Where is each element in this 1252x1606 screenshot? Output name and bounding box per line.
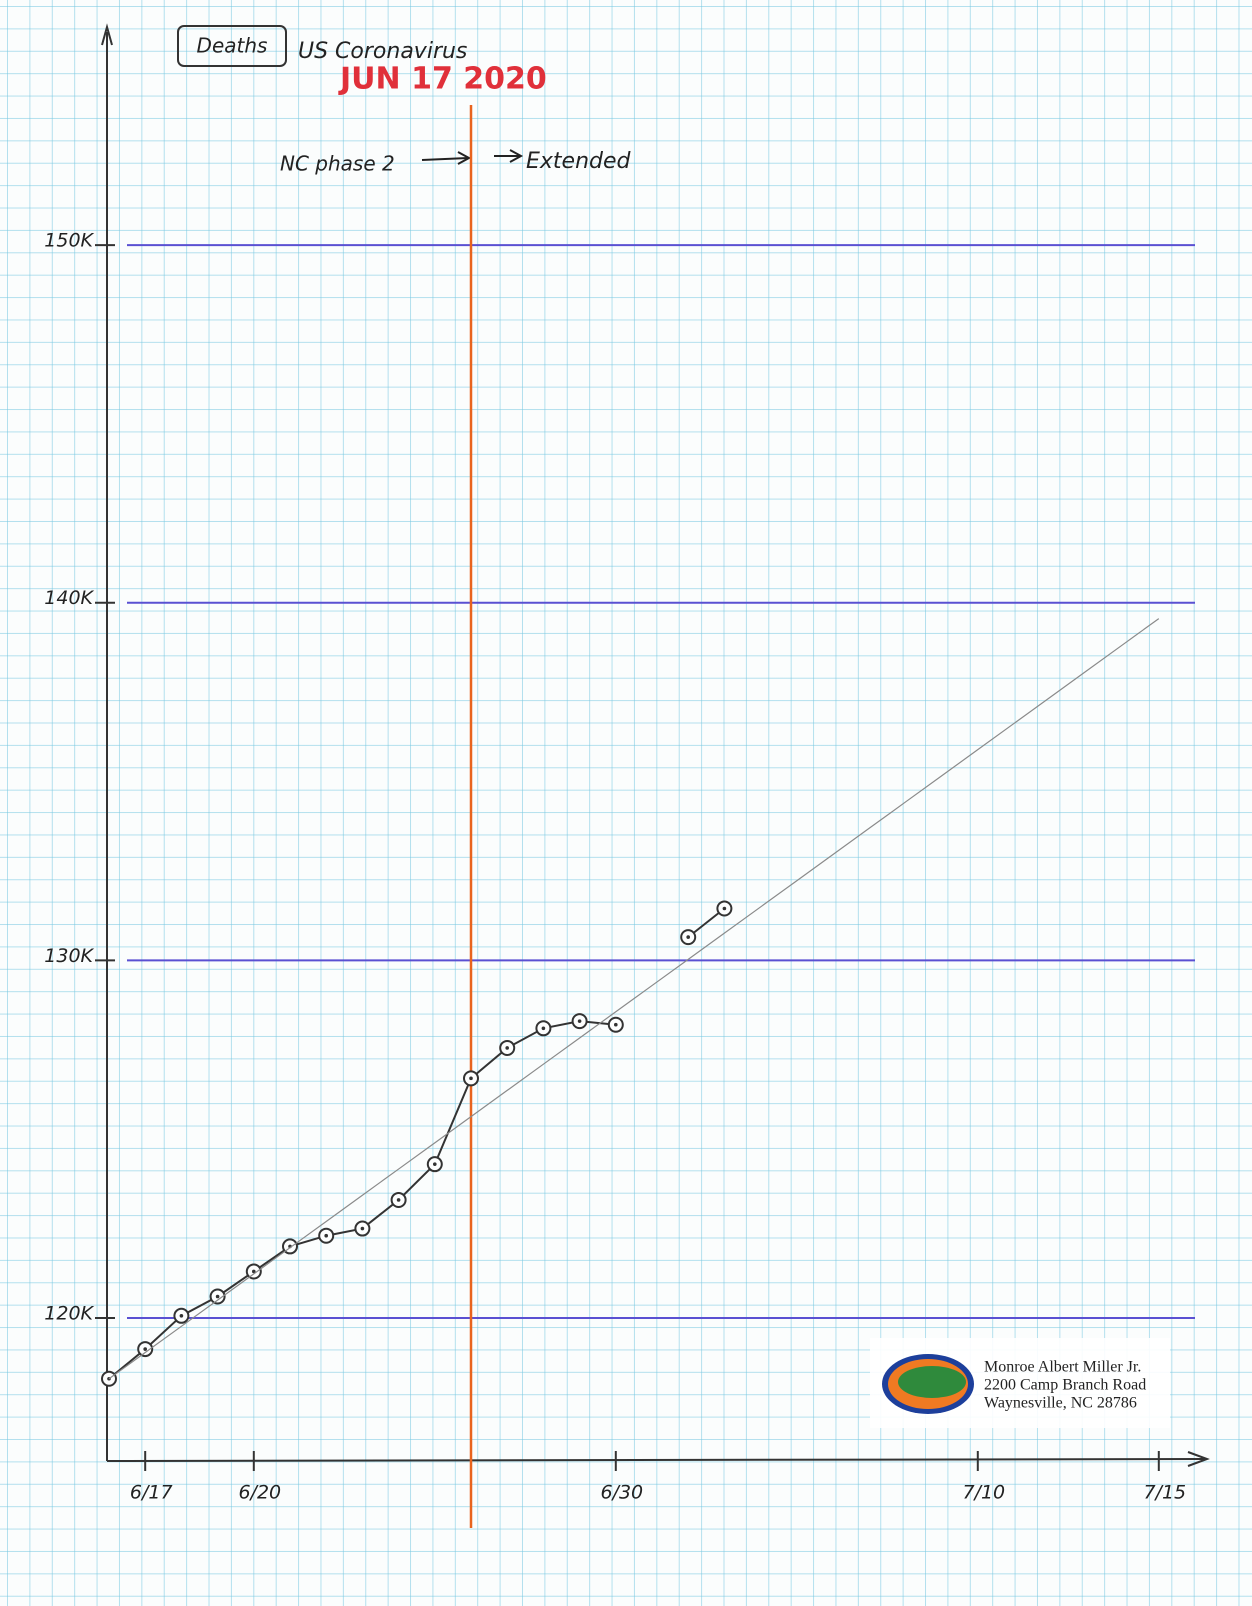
data-point-dot [542, 1026, 546, 1030]
chart-subtitle: US Coronavirus [298, 39, 467, 64]
data-point-dot [180, 1314, 184, 1318]
x-tick-label: 6/20 [238, 1482, 281, 1504]
page: {"chart_data": { "type": "line", "title"… [0, 0, 1252, 1606]
x-axis [107, 1459, 1205, 1461]
data-point-dot [397, 1198, 401, 1202]
trend-line [109, 619, 1159, 1379]
annotation: Extended [526, 149, 632, 174]
arrow [422, 158, 468, 160]
data-point-dot [216, 1295, 220, 1299]
data-point-dot [324, 1234, 328, 1238]
y-tick-label: 130K [44, 945, 94, 967]
address-label: Monroe Albert Miller Jr. 2200 Camp Branc… [870, 1338, 1170, 1428]
data-point-dot [505, 1046, 509, 1050]
y-tick-label: 140K [44, 587, 94, 609]
data-point-dot [469, 1077, 473, 1081]
data-point-dot [433, 1162, 437, 1166]
data-point-dot [578, 1019, 582, 1023]
x-tick-label: 7/15 [1143, 1482, 1186, 1504]
address-line: Monroe Albert Miller Jr. [984, 1359, 1141, 1376]
date-stamp: JUN 17 2020 [338, 62, 547, 97]
logo [898, 1366, 966, 1398]
data-line [109, 908, 724, 1378]
y-tick-label: 120K [44, 1302, 94, 1324]
data-point-dot [723, 907, 727, 911]
data-point-dot [361, 1227, 365, 1231]
address-line: Waynesville, NC 28786 [984, 1395, 1137, 1412]
x-tick-label: 7/10 [962, 1482, 1005, 1504]
data-point-dot [614, 1023, 618, 1027]
x-tick-label: 6/17 [130, 1482, 173, 1504]
data-point-dot [686, 935, 690, 939]
chart-title: Deaths [197, 34, 268, 58]
address-line: 2200 Camp Branch Road [984, 1377, 1146, 1394]
chart: Deaths US Coronavirus JUN 17 2020 NC pha… [0, 0, 1252, 1606]
x-tick-label: 6/30 [600, 1482, 643, 1504]
y-tick-label: 150K [44, 230, 94, 252]
data-point-dot [143, 1347, 147, 1351]
annotation: NC phase 2 [280, 152, 395, 176]
